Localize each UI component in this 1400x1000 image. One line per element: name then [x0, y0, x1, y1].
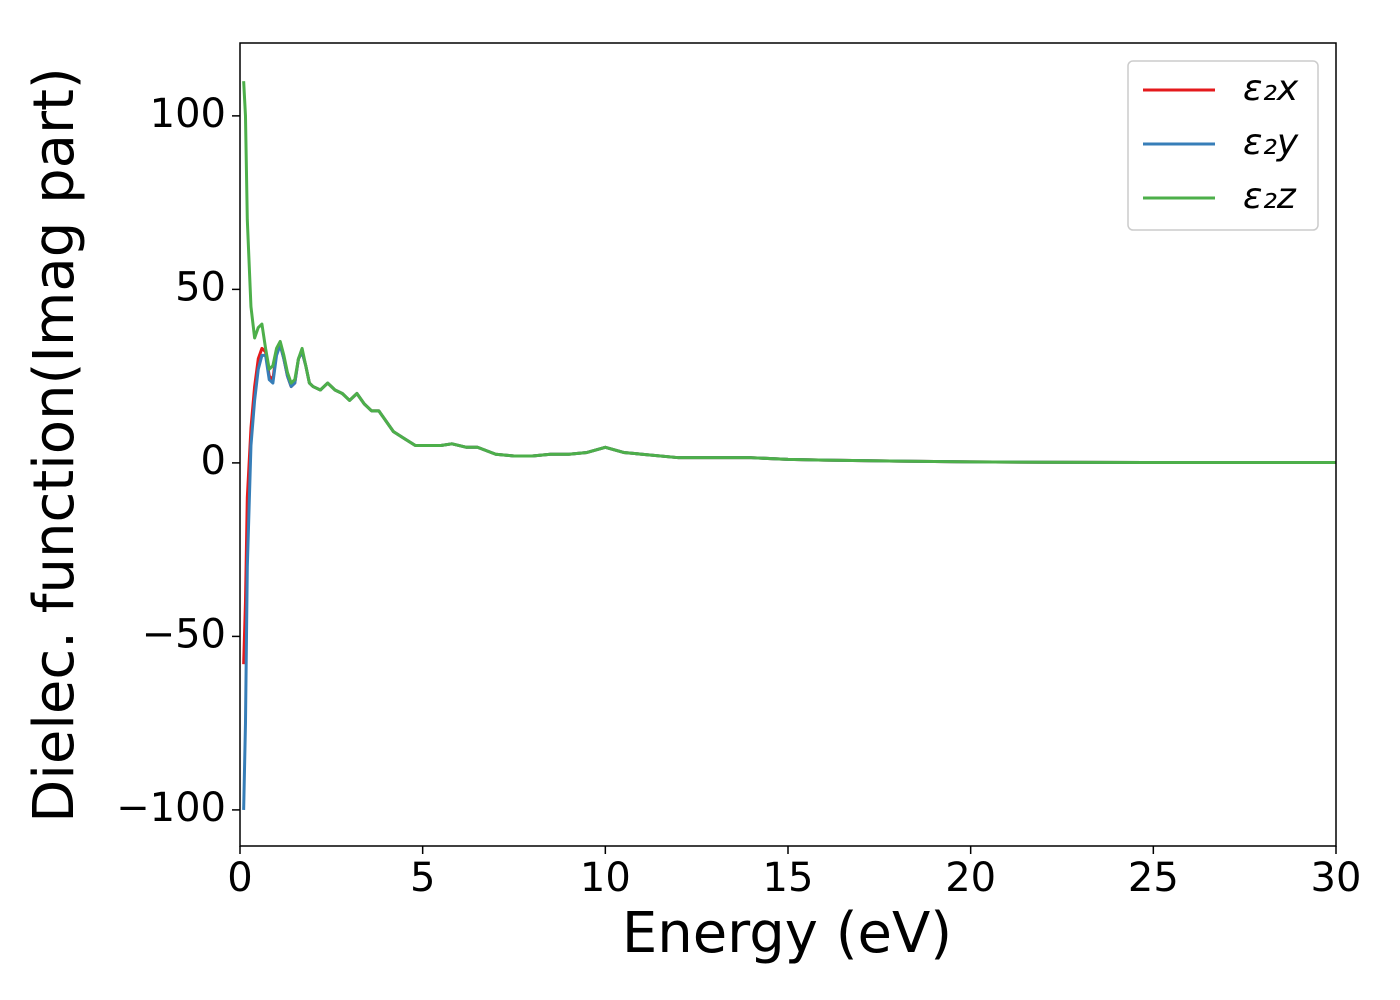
x-axis-label: Energy (eV) — [622, 901, 952, 966]
y-tick-label: −100 — [116, 785, 226, 831]
data-line — [242, 81, 1336, 465]
plot-frame — [239, 42, 1337, 847]
legend-box — [1127, 60, 1319, 231]
y-tick-label: −50 — [142, 611, 226, 657]
y-tick-label: 50 — [175, 264, 226, 310]
data-line — [242, 343, 1336, 810]
y-tick-label: 100 — [150, 91, 226, 137]
x-tick-label: 30 — [1311, 855, 1362, 901]
x-tick-label: 20 — [945, 855, 996, 901]
legend-label: ε₂z — [1243, 176, 1297, 217]
legend-label: ε₂x — [1243, 68, 1299, 109]
x-tick-label: 15 — [763, 855, 814, 901]
x-tick-label: 25 — [1128, 855, 1179, 901]
x-tick-label: 10 — [580, 855, 631, 901]
x-tick-label: 0 — [227, 855, 252, 901]
y-axis-label: Dielec. function(Imag part) — [22, 67, 87, 823]
data-line — [242, 343, 1336, 665]
y-tick-label: 0 — [201, 438, 226, 484]
x-tick-label: 5 — [410, 855, 435, 901]
legend-label: ε₂y — [1243, 122, 1299, 163]
